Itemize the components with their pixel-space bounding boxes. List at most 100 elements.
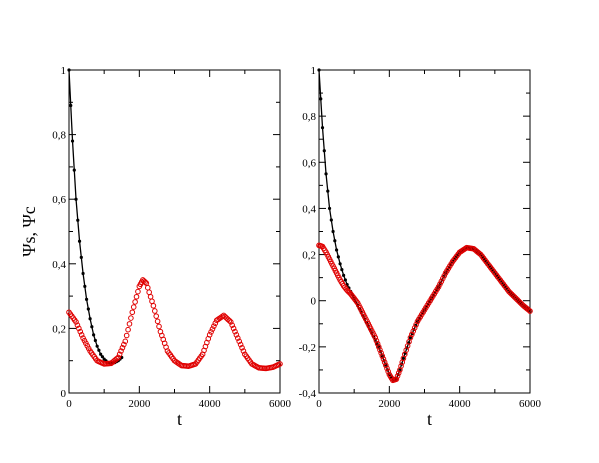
data-point	[338, 262, 342, 266]
data-point	[130, 304, 137, 310]
data-point	[97, 348, 101, 352]
x-tick-label: 6000	[519, 398, 542, 410]
data-point	[77, 328, 84, 335]
data-point	[74, 322, 81, 328]
data-point	[154, 318, 161, 325]
data-point	[322, 149, 326, 153]
data-point	[123, 332, 130, 339]
data-point	[525, 307, 532, 313]
y-tick-label: 0,2	[52, 323, 66, 335]
data-point	[83, 284, 87, 289]
series-line	[318, 69, 531, 382]
data-point	[142, 279, 148, 285]
data-point	[435, 284, 442, 290]
data-point	[326, 189, 330, 193]
data-point	[514, 296, 521, 303]
data-point	[513, 295, 519, 302]
data-point	[439, 275, 446, 282]
data-point	[510, 292, 516, 299]
data-point	[383, 362, 389, 369]
data-point	[122, 338, 129, 345]
data-point	[78, 332, 85, 338]
data-point	[409, 331, 415, 338]
data-point	[92, 333, 96, 337]
data-point	[411, 325, 418, 331]
data-point	[407, 334, 414, 341]
data-point	[329, 218, 333, 222]
data-point	[381, 359, 388, 366]
data-point	[70, 139, 75, 143]
data-point	[527, 308, 533, 314]
data-point	[226, 317, 233, 324]
x-tick-label: 0	[316, 398, 322, 410]
data-point	[333, 239, 337, 243]
data-point	[93, 338, 97, 343]
data-point	[118, 348, 124, 354]
data-point	[240, 348, 247, 354]
data-point	[73, 319, 79, 325]
data-point	[515, 298, 522, 304]
x-axis-label: t	[427, 409, 432, 429]
data-point	[79, 255, 83, 259]
data-point	[150, 302, 157, 309]
data-point	[230, 325, 237, 332]
data-point	[125, 326, 131, 333]
data-point	[235, 335, 241, 341]
data-point	[95, 344, 99, 348]
data-point	[319, 97, 323, 101]
data-point	[229, 322, 235, 328]
data-point	[239, 344, 245, 351]
data-point	[209, 326, 216, 332]
y-tick-label: -0,4	[299, 388, 317, 400]
data-point	[374, 340, 381, 347]
data-point	[393, 376, 400, 382]
data-point	[86, 307, 90, 311]
data-point	[133, 293, 140, 300]
data-point	[437, 281, 443, 287]
data-point	[384, 365, 390, 372]
data-point	[237, 341, 244, 348]
series-0	[317, 68, 532, 382]
data-point	[476, 250, 483, 257]
data-point	[146, 289, 152, 296]
data-point	[320, 126, 325, 130]
data-point	[77, 239, 82, 243]
y-tick-label: 0,4	[302, 203, 316, 215]
x-axis-label: t	[177, 409, 182, 429]
data-point	[227, 319, 234, 325]
data-point	[81, 271, 85, 276]
data-point	[121, 341, 127, 348]
data-point	[208, 329, 214, 335]
y-tick-label: 0,6	[52, 194, 66, 206]
plot-frame	[318, 69, 531, 394]
data-point	[372, 334, 379, 341]
data-point	[379, 353, 386, 359]
data-point	[74, 197, 78, 201]
data-point	[144, 284, 151, 291]
data-point	[334, 248, 339, 252]
y-tick-label: -0,2	[299, 342, 316, 354]
data-point	[76, 325, 82, 332]
plot-frame	[68, 69, 281, 394]
data-point	[336, 255, 340, 259]
data-point	[88, 317, 92, 321]
data-point	[69, 103, 73, 108]
data-point	[153, 313, 160, 319]
data-point	[438, 278, 445, 285]
y-tick-label: 0	[311, 296, 317, 308]
y-tick-label: 0,2	[302, 250, 316, 262]
data-point	[343, 278, 347, 282]
data-point	[114, 355, 120, 362]
y-tick-label: 0,8	[302, 111, 316, 123]
data-point	[236, 338, 243, 345]
data-point	[119, 344, 126, 351]
data-point	[128, 315, 134, 321]
x-tick-label: 2000	[378, 398, 401, 410]
y-tick-label: 0,6	[302, 157, 316, 169]
series-1	[316, 242, 533, 384]
data-point	[380, 356, 387, 362]
data-point	[507, 290, 514, 296]
data-point	[84, 297, 89, 301]
data-point	[100, 355, 105, 359]
